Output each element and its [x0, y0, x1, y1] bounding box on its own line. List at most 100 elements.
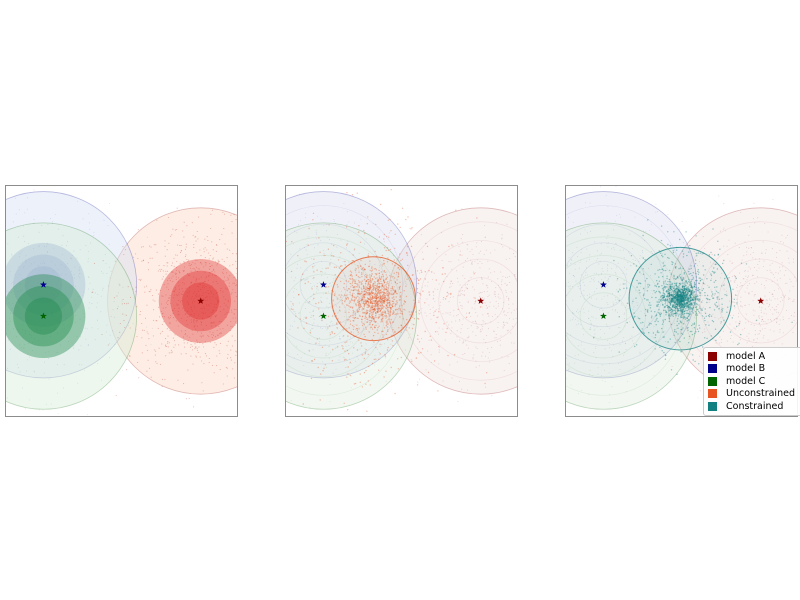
sample-point [371, 313, 373, 315]
point [284, 396, 285, 397]
point [220, 288, 222, 290]
point [154, 354, 156, 356]
point [226, 375, 228, 377]
point [528, 337, 529, 338]
point [302, 318, 304, 320]
sample-point [378, 283, 380, 285]
point [419, 378, 421, 380]
sample-point [418, 279, 420, 281]
sample-point [419, 278, 422, 280]
point [235, 296, 237, 298]
sample-point [386, 339, 389, 341]
center-star-model-b [40, 281, 47, 288]
point [219, 333, 221, 335]
point [296, 232, 298, 234]
sample-point [347, 288, 350, 290]
point [254, 313, 255, 314]
sample-point [406, 252, 408, 254]
sample-point [373, 276, 375, 278]
point [299, 257, 301, 259]
point [617, 262, 619, 264]
point [254, 311, 255, 312]
point [254, 279, 255, 280]
sample-point [674, 267, 677, 269]
point [481, 262, 483, 265]
point [761, 319, 763, 321]
point [526, 295, 527, 296]
point [218, 350, 220, 352]
point [495, 307, 497, 309]
sample-point [370, 292, 372, 294]
point [466, 248, 468, 250]
point [176, 228, 178, 231]
point [81, 364, 83, 366]
point [488, 305, 490, 307]
sample-point [283, 288, 284, 289]
sample-point [364, 303, 366, 305]
point [293, 357, 295, 359]
sample-point [394, 331, 396, 334]
point [21, 290, 23, 292]
sample-point [371, 362, 374, 365]
sample-point [417, 352, 420, 354]
point [171, 351, 173, 353]
point [723, 227, 725, 229]
sample-point [405, 285, 407, 287]
sample-point [373, 307, 375, 310]
point [559, 354, 560, 355]
sample-point [358, 301, 360, 303]
point [383, 299, 385, 301]
sample-point [377, 326, 379, 329]
point [217, 302, 219, 304]
sample-point [382, 295, 385, 298]
point [290, 253, 292, 255]
point [452, 296, 454, 298]
sample-point [673, 301, 675, 303]
sample-point [365, 302, 367, 304]
point [792, 300, 794, 302]
point [204, 280, 206, 282]
point [655, 313, 657, 315]
sample-point [349, 306, 351, 308]
sample-point [356, 274, 358, 276]
sample-point [378, 293, 381, 295]
point [344, 275, 346, 276]
point [15, 213, 17, 215]
point [261, 295, 262, 296]
sample-point [692, 278, 694, 281]
point [173, 290, 175, 292]
point [607, 280, 609, 282]
sample-point [374, 312, 377, 314]
point [461, 287, 463, 289]
point [308, 349, 310, 351]
sample-point [417, 279, 420, 281]
point [589, 329, 591, 330]
point [476, 326, 478, 328]
point [329, 340, 330, 342]
sample-point [373, 309, 375, 311]
point [591, 323, 593, 325]
sample-point [379, 300, 381, 303]
point [88, 258, 90, 260]
point [616, 289, 617, 291]
sample-point [353, 326, 355, 328]
point [187, 369, 189, 371]
point [161, 313, 164, 315]
point [612, 293, 613, 295]
point [149, 245, 151, 247]
point [779, 266, 781, 268]
sample-point [695, 298, 697, 300]
point [227, 306, 229, 308]
point [196, 347, 198, 349]
point [349, 358, 351, 360]
sample-point [380, 300, 382, 302]
point [634, 260, 636, 261]
point [437, 308, 440, 310]
point [432, 297, 434, 299]
point [211, 285, 213, 287]
sample-point [367, 309, 369, 312]
point [23, 295, 25, 297]
point [532, 365, 533, 366]
sample-point [362, 302, 365, 304]
center-star-model-b [320, 281, 327, 288]
